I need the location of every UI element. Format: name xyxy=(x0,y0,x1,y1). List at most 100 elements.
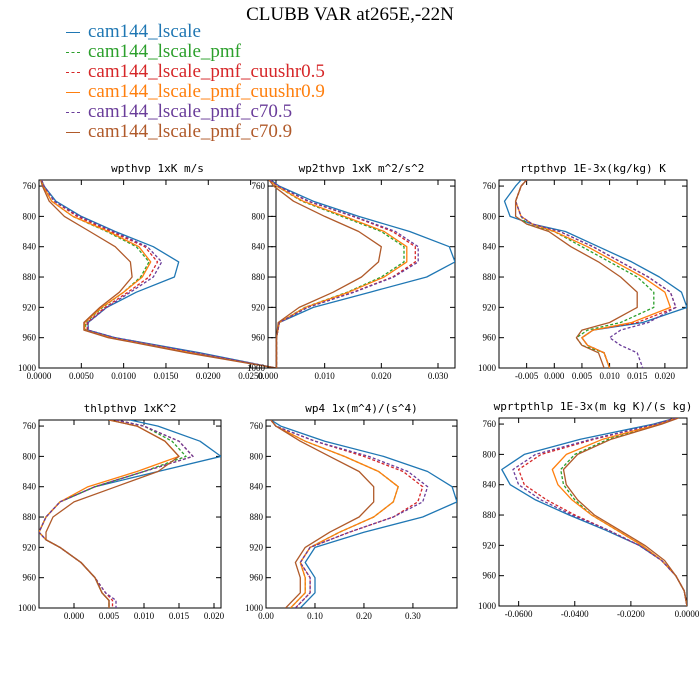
series-line-cam144_lscale xyxy=(270,180,455,368)
series-line-cam144_lscale_pmf_cuushr0.5 xyxy=(39,420,194,608)
y-tick-label: 920 xyxy=(483,540,497,550)
series-line-cam144_lscale_pmf_cuushr0.5 xyxy=(269,180,416,368)
x-tick-label: 0.0150 xyxy=(154,371,179,381)
x-tick-label: 0.000 xyxy=(64,611,85,621)
legend-label: cam144_lscale_pmf xyxy=(88,41,242,62)
legend-item: cam144_lscale_pmf_cuushr0.9 xyxy=(66,82,325,102)
y-tick-label: 1000 xyxy=(247,363,266,373)
plot-frame xyxy=(38,179,277,369)
y-tick-label: 1000 xyxy=(478,363,497,373)
x-tick-label: 0.0000 xyxy=(675,609,700,619)
x-tick-label: 0.005 xyxy=(99,611,120,621)
x-tick-label: 0.020 xyxy=(655,371,676,381)
series-line-cam144_lscale_pmf_cuushr0.5 xyxy=(40,180,276,368)
y-tick-label: 760 xyxy=(250,421,264,431)
y-tick-label: 840 xyxy=(250,482,264,492)
series-line-cam144_lscale xyxy=(270,420,457,608)
y-tick-label: 960 xyxy=(483,571,497,581)
y-tick-label: 920 xyxy=(23,302,37,312)
series-line-cam144_lscale_pmf_cuushr0.9 xyxy=(551,418,687,606)
y-tick-label: 840 xyxy=(483,480,497,490)
plot-frame xyxy=(498,417,688,607)
series-line-cam144_lscale_pmf_c70.9 xyxy=(40,180,276,368)
x-tick-label: 0.0200 xyxy=(196,371,221,381)
y-tick-label: 880 xyxy=(483,272,497,282)
series-line-cam144_lscale_pmf_c70.9 xyxy=(514,180,638,368)
panel-3: rtpthvp 1E-3x(kg/kg) K -0.005 0.000 0.005 0.… xyxy=(478,162,688,381)
panel-title: wp4 1x(m^4)/(s^4) xyxy=(305,402,418,415)
y-tick-label: 800 xyxy=(250,451,264,461)
y-tick-label: 960 xyxy=(250,573,264,583)
legend-swatch xyxy=(66,52,80,54)
legend-label: cam144_lscale xyxy=(88,21,201,42)
y-tick-label: 960 xyxy=(23,333,37,343)
series-line-cam144_lscale_pmf xyxy=(514,180,655,368)
x-tick-label: 0.30 xyxy=(405,611,421,621)
x-tick-label: 0.0250 xyxy=(238,371,263,381)
x-tick-label: 0.000 xyxy=(544,371,565,381)
y-tick-label: 960 xyxy=(483,333,497,343)
y-tick-label: 840 xyxy=(483,242,497,252)
x-tick-label: 0.010 xyxy=(134,611,155,621)
series-line-cam144_lscale_pmf xyxy=(560,418,687,606)
series-line-cam144_lscale xyxy=(40,180,276,368)
y-tick-label: 920 xyxy=(250,542,264,552)
panel-title: wpthvp 1xK m/s xyxy=(111,162,204,175)
y-tick-label: 880 xyxy=(23,512,37,522)
legend-swatch xyxy=(66,132,80,134)
series-line-cam144_lscale_pmf_c70.9 xyxy=(562,418,687,606)
y-tick-label: 800 xyxy=(483,449,497,459)
y-tick-label: 960 xyxy=(23,573,37,583)
plot-frame xyxy=(38,419,222,609)
plot-frame xyxy=(498,179,688,369)
legend-label: cam144_lscale_pmf_cuushr0.9 xyxy=(88,81,325,102)
series-line-cam144_lscale_pmf_c70.5 xyxy=(514,180,677,368)
y-tick-label: 920 xyxy=(23,542,37,552)
series-line-cam144_lscale xyxy=(503,180,687,368)
legend: cam144_lscale cam144_lscale_pmf cam144_l… xyxy=(66,22,325,142)
series-line-cam144_lscale_pmf_c70.5 xyxy=(270,420,429,608)
series-line-cam144_lscale_pmf xyxy=(269,180,405,368)
panel-title: thlpthvp 1xK^2 xyxy=(84,402,177,415)
y-tick-label: 880 xyxy=(250,512,264,522)
legend-label: cam144_lscale_pmf_cuushr0.5 xyxy=(88,61,325,82)
series-line-cam144_lscale_pmf xyxy=(270,420,399,608)
y-tick-label: 1000 xyxy=(18,603,37,613)
panel-title: wprtpthlp 1E-3x(m kg K)/(s kg) xyxy=(494,400,693,413)
y-tick-label: 760 xyxy=(483,181,497,191)
series-line-cam144_lscale_pmf_cuushr0.9 xyxy=(39,420,180,608)
panel-title: rtpthvp 1E-3x(kg/kg) K xyxy=(520,162,666,175)
x-tick-label: -0.005 xyxy=(515,371,539,381)
series-line-cam144_lscale_pmf_c70.5 xyxy=(39,420,194,608)
x-tick-label: -0.0600 xyxy=(505,609,533,619)
y-tick-label: 880 xyxy=(483,510,497,520)
x-tick-label: 0.000 xyxy=(258,371,279,381)
series-line-cam144_lscale_pmf_c70.9 xyxy=(270,420,375,608)
legend-swatch xyxy=(66,72,80,74)
x-tick-label: 0.020 xyxy=(371,371,392,381)
y-tick-label: 800 xyxy=(483,211,497,221)
legend-label: cam144_lscale_pmf_c70.9 xyxy=(88,121,293,142)
panel-5: wp4 1x(m^4)/(s^4) 0.00 0.10 0.20 0.30 760 800 8… xyxy=(245,402,458,621)
legend-item: cam144_lscale_pmf xyxy=(66,42,325,62)
series-line-cam144_lscale_pmf_c70.9 xyxy=(268,180,382,368)
y-tick-label: 1000 xyxy=(18,363,37,373)
x-tick-label: 0.020 xyxy=(204,611,225,621)
series-line-cam144_lscale_pmf_cuushr0.9 xyxy=(514,180,672,368)
x-tick-label: -0.0200 xyxy=(617,609,645,619)
y-tick-label: 760 xyxy=(23,421,37,431)
series-line-cam144_lscale_pmf_c70.5 xyxy=(512,418,687,606)
x-tick-label: 0.00 xyxy=(258,611,274,621)
legend-item: cam144_lscale_pmf_c70.9 xyxy=(66,122,325,142)
series-line-cam144_lscale_pmf xyxy=(39,420,187,608)
chart-title: CLUBB VAR at265E,-22N xyxy=(246,4,454,25)
series-line-cam144_lscale_pmf xyxy=(40,180,276,368)
y-tick-label: 1000 xyxy=(478,601,497,611)
y-tick-label: 840 xyxy=(23,242,37,252)
x-tick-label: 0.010 xyxy=(315,371,336,381)
x-tick-label: 0.015 xyxy=(169,611,190,621)
x-tick-label: 0.0050 xyxy=(69,371,94,381)
legend-swatch xyxy=(66,112,80,114)
y-tick-label: 920 xyxy=(483,302,497,312)
